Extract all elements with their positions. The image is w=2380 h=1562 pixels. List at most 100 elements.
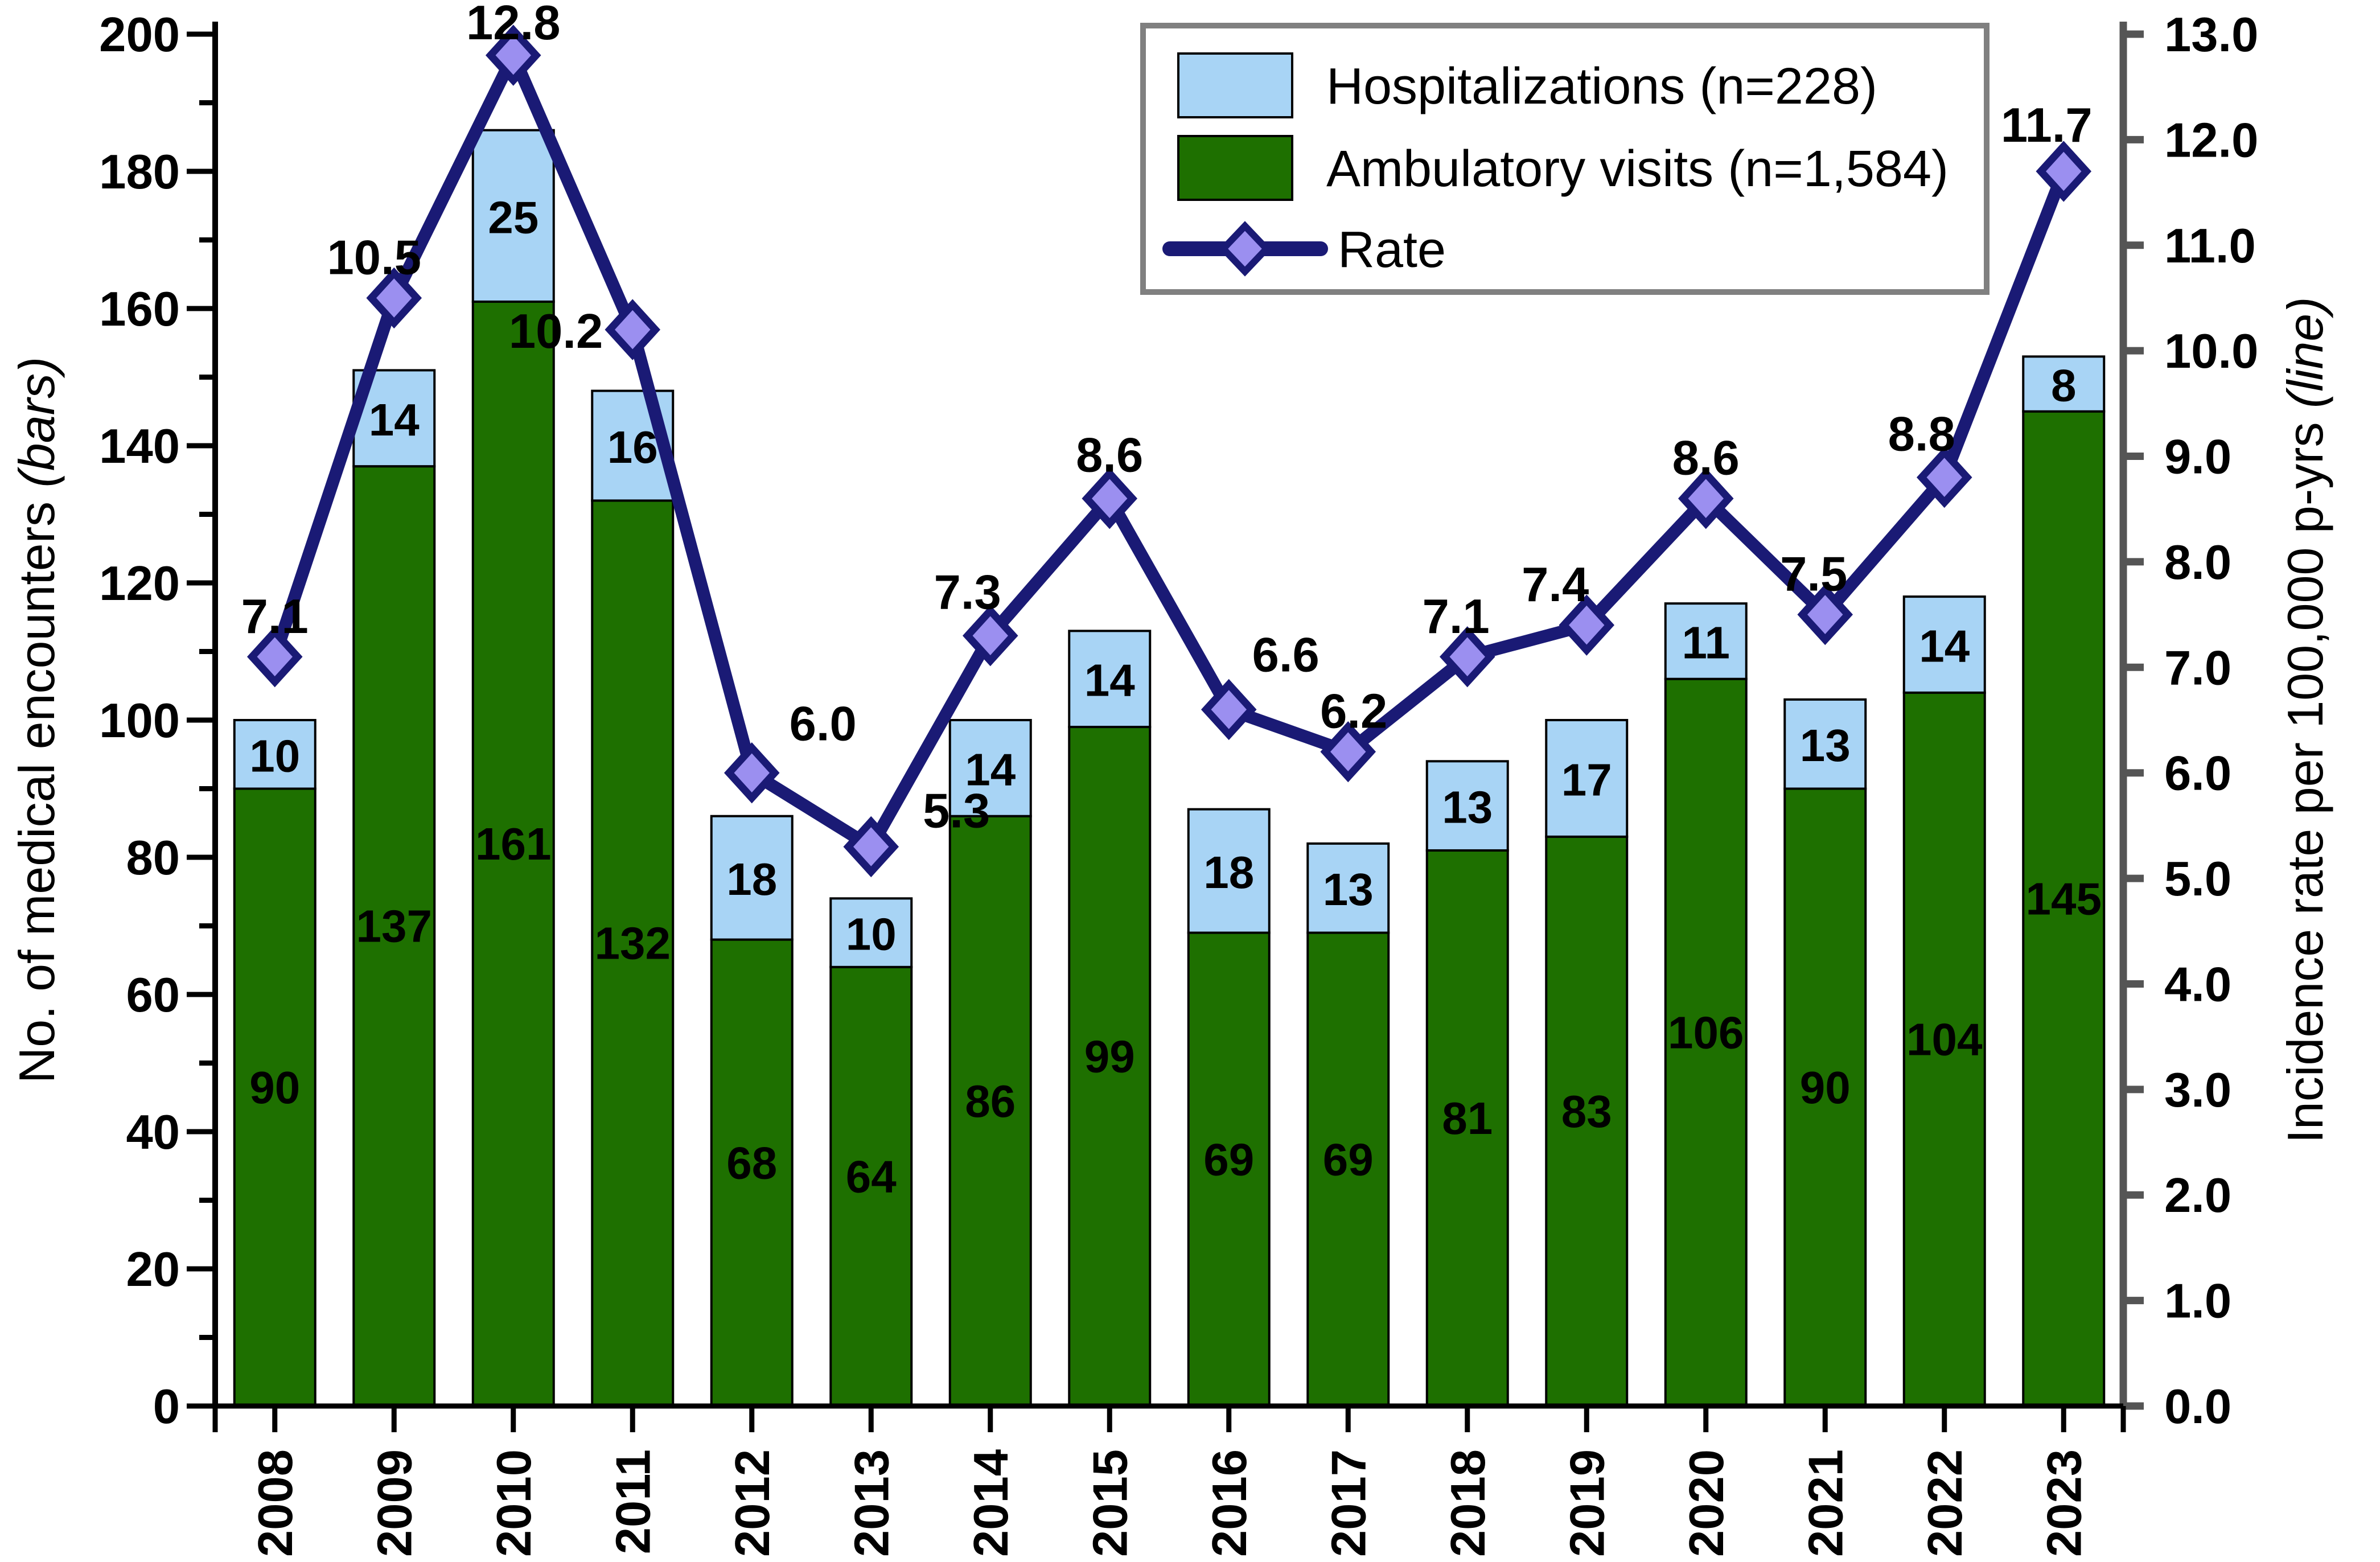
x-axis-year-label: 2022 [1918,1449,1972,1557]
bar-hospitalizations-2010 [471,129,555,303]
bar-ambulatory-2011 [591,499,675,1407]
legend-swatch-ambulatory [1177,135,1293,201]
bar-hospitalizations-2022 [1902,595,1986,694]
rate-marker-diamond-2019 [1559,594,1615,656]
right-axis-tick-label: 8.0 [2164,536,2231,590]
legend-swatch-hospitalizations [1177,52,1293,118]
right-axis-tick-label: 0.0 [2164,1380,2231,1434]
bar-label-ambulatory-2017: 69 [1323,1134,1374,1185]
rate-value-label-2014: 7.3 [934,566,1001,620]
rate-marker-diamond-2020 [1678,468,1734,529]
bar-label-hospitalizations-2015: 14 [1084,655,1135,706]
rate-value-label-2020: 8.6 [1672,431,1740,486]
bar-hospitalizations-2017 [1306,842,1390,934]
right-axis-title-main: Incidence rate per 100,000 p-yrs [2277,408,2333,1143]
bar-hospitalizations-2012 [710,815,794,941]
bar-label-hospitalizations-2009: 14 [369,394,420,445]
bar-hospitalizations-2019 [1545,719,1629,838]
left-axis-tick-label: 80 [126,831,180,885]
rate-value-label-2011: 10.2 [509,305,603,359]
legend-label-rate: Rate [1338,221,1446,278]
bar-ambulatory-2009 [352,465,436,1407]
rate-value-label-2017: 6.2 [1320,685,1387,739]
bar-ambulatory-2008 [233,787,316,1407]
x-axis-year-label: 2009 [368,1449,422,1557]
x-axis-year-label: 2023 [2037,1449,2091,1557]
bar-ambulatory-2022 [1902,691,1986,1407]
bar-ambulatory-2019 [1545,835,1629,1407]
bar-ambulatory-2013 [829,965,913,1408]
bar-label-hospitalizations-2017: 13 [1323,864,1374,915]
rate-marker-diamond-2012 [724,742,780,804]
rate-marker-diamond-2008 [246,626,303,688]
bar-hospitalizations-2020 [1664,602,1748,680]
left-axis-tick-label: 120 [99,557,180,611]
left-axis-tick-label: 180 [99,145,180,199]
rate-marker-diamond-2022 [1916,446,1972,508]
left-axis-tick-label: 100 [99,694,180,748]
bar-label-hospitalizations-2018: 13 [1442,782,1493,833]
bar-label-hospitalizations-2010: 25 [488,192,539,242]
bar-ambulatory-2018 [1425,849,1509,1407]
bar-label-ambulatory-2010: 161 [475,819,551,869]
bar-label-hospitalizations-2020: 11 [1682,617,1730,668]
left-axis-tick-label: 160 [99,282,180,336]
left-axis-title-italic: (bars) [9,357,65,488]
rate-marker-diamond-2021 [1797,583,1853,646]
x-axis-year-label: 2016 [1203,1449,1257,1557]
bar-label-ambulatory-2019: 83 [1561,1086,1612,1137]
x-axis-year-label: 2021 [1799,1449,1853,1557]
bar-label-ambulatory-2008: 90 [249,1062,300,1113]
rate-marker-diamond-2016 [1201,679,1257,741]
left-axis-title: No. of medical encounters (bars) [9,357,65,1084]
bar-label-ambulatory-2012: 68 [726,1137,777,1188]
bar-ambulatory-2017 [1306,931,1390,1408]
bar-label-ambulatory-2023: 145 [2026,873,2102,924]
rate-marker-diamond-2014 [962,605,1018,667]
bar-label-hospitalizations-2014: 14 [965,744,1016,795]
x-axis-year-label: 2008 [249,1449,303,1557]
rate-marker-diamond-2015 [1082,468,1138,529]
bar-hospitalizations-2018 [1425,760,1509,852]
rate-marker-diamond-2018 [1439,626,1495,688]
x-axis-year-label: 2013 [845,1449,899,1557]
bar-ambulatory-2021 [1783,787,1867,1407]
right-axis-tick-label: 7.0 [2164,641,2231,695]
bar-hospitalizations-2015 [1068,630,1152,729]
bar-label-ambulatory-2011: 132 [595,918,671,969]
bar-hospitalizations-2021 [1783,698,1867,790]
bar-label-ambulatory-2021: 90 [1800,1062,1851,1113]
legend-label-hospitalizations: Hospitalizations (n=228) [1326,58,1877,115]
right-axis-tick-label: 5.0 [2164,852,2231,906]
bar-label-ambulatory-2018: 81 [1442,1093,1493,1144]
bar-hospitalizations-2009 [352,369,436,468]
x-axis-year-label: 2015 [1083,1449,1137,1557]
bar-label-hospitalizations-2016: 18 [1203,847,1254,898]
rate-value-label-2013: 5.3 [923,784,990,838]
right-axis-tick-label: 1.0 [2164,1275,2231,1329]
x-axis-year-label: 2018 [1441,1449,1495,1557]
bar-label-ambulatory-2009: 137 [356,901,432,952]
rate-marker-diamond-2013 [843,816,899,878]
right-axis-tick-label: 10.0 [2164,324,2258,379]
left-axis-tick-label: 0 [153,1380,180,1434]
rate-value-label-2016: 6.6 [1252,628,1320,682]
right-axis-title: Incidence rate per 100,000 p-yrs (line) [2277,297,2333,1143]
rate-value-label-2022: 8.8 [1888,408,1955,462]
right-axis-tick-label: 6.0 [2164,747,2231,801]
rate-value-label-2009: 10.5 [327,231,421,285]
right-axis-tick-label: 3.0 [2164,1063,2231,1117]
rate-marker-diamond-2017 [1320,721,1376,783]
right-axis-tick-label: 2.0 [2164,1169,2231,1223]
bar-hospitalizations-2016 [1187,808,1271,934]
bar-label-ambulatory-2016: 69 [1203,1134,1254,1185]
rate-value-label-2023: 11.7 [2001,98,2093,153]
left-axis-tick-label: 40 [126,1105,180,1160]
bar-ambulatory-2012 [710,938,794,1407]
rate-value-label-2010: 12.8 [466,0,560,50]
bar-label-ambulatory-2020: 106 [1668,1007,1744,1058]
bar-hospitalizations-2023 [2022,355,2106,413]
rate-value-label-2019: 7.4 [1522,558,1589,612]
x-axis-year-label: 2012 [726,1449,780,1557]
